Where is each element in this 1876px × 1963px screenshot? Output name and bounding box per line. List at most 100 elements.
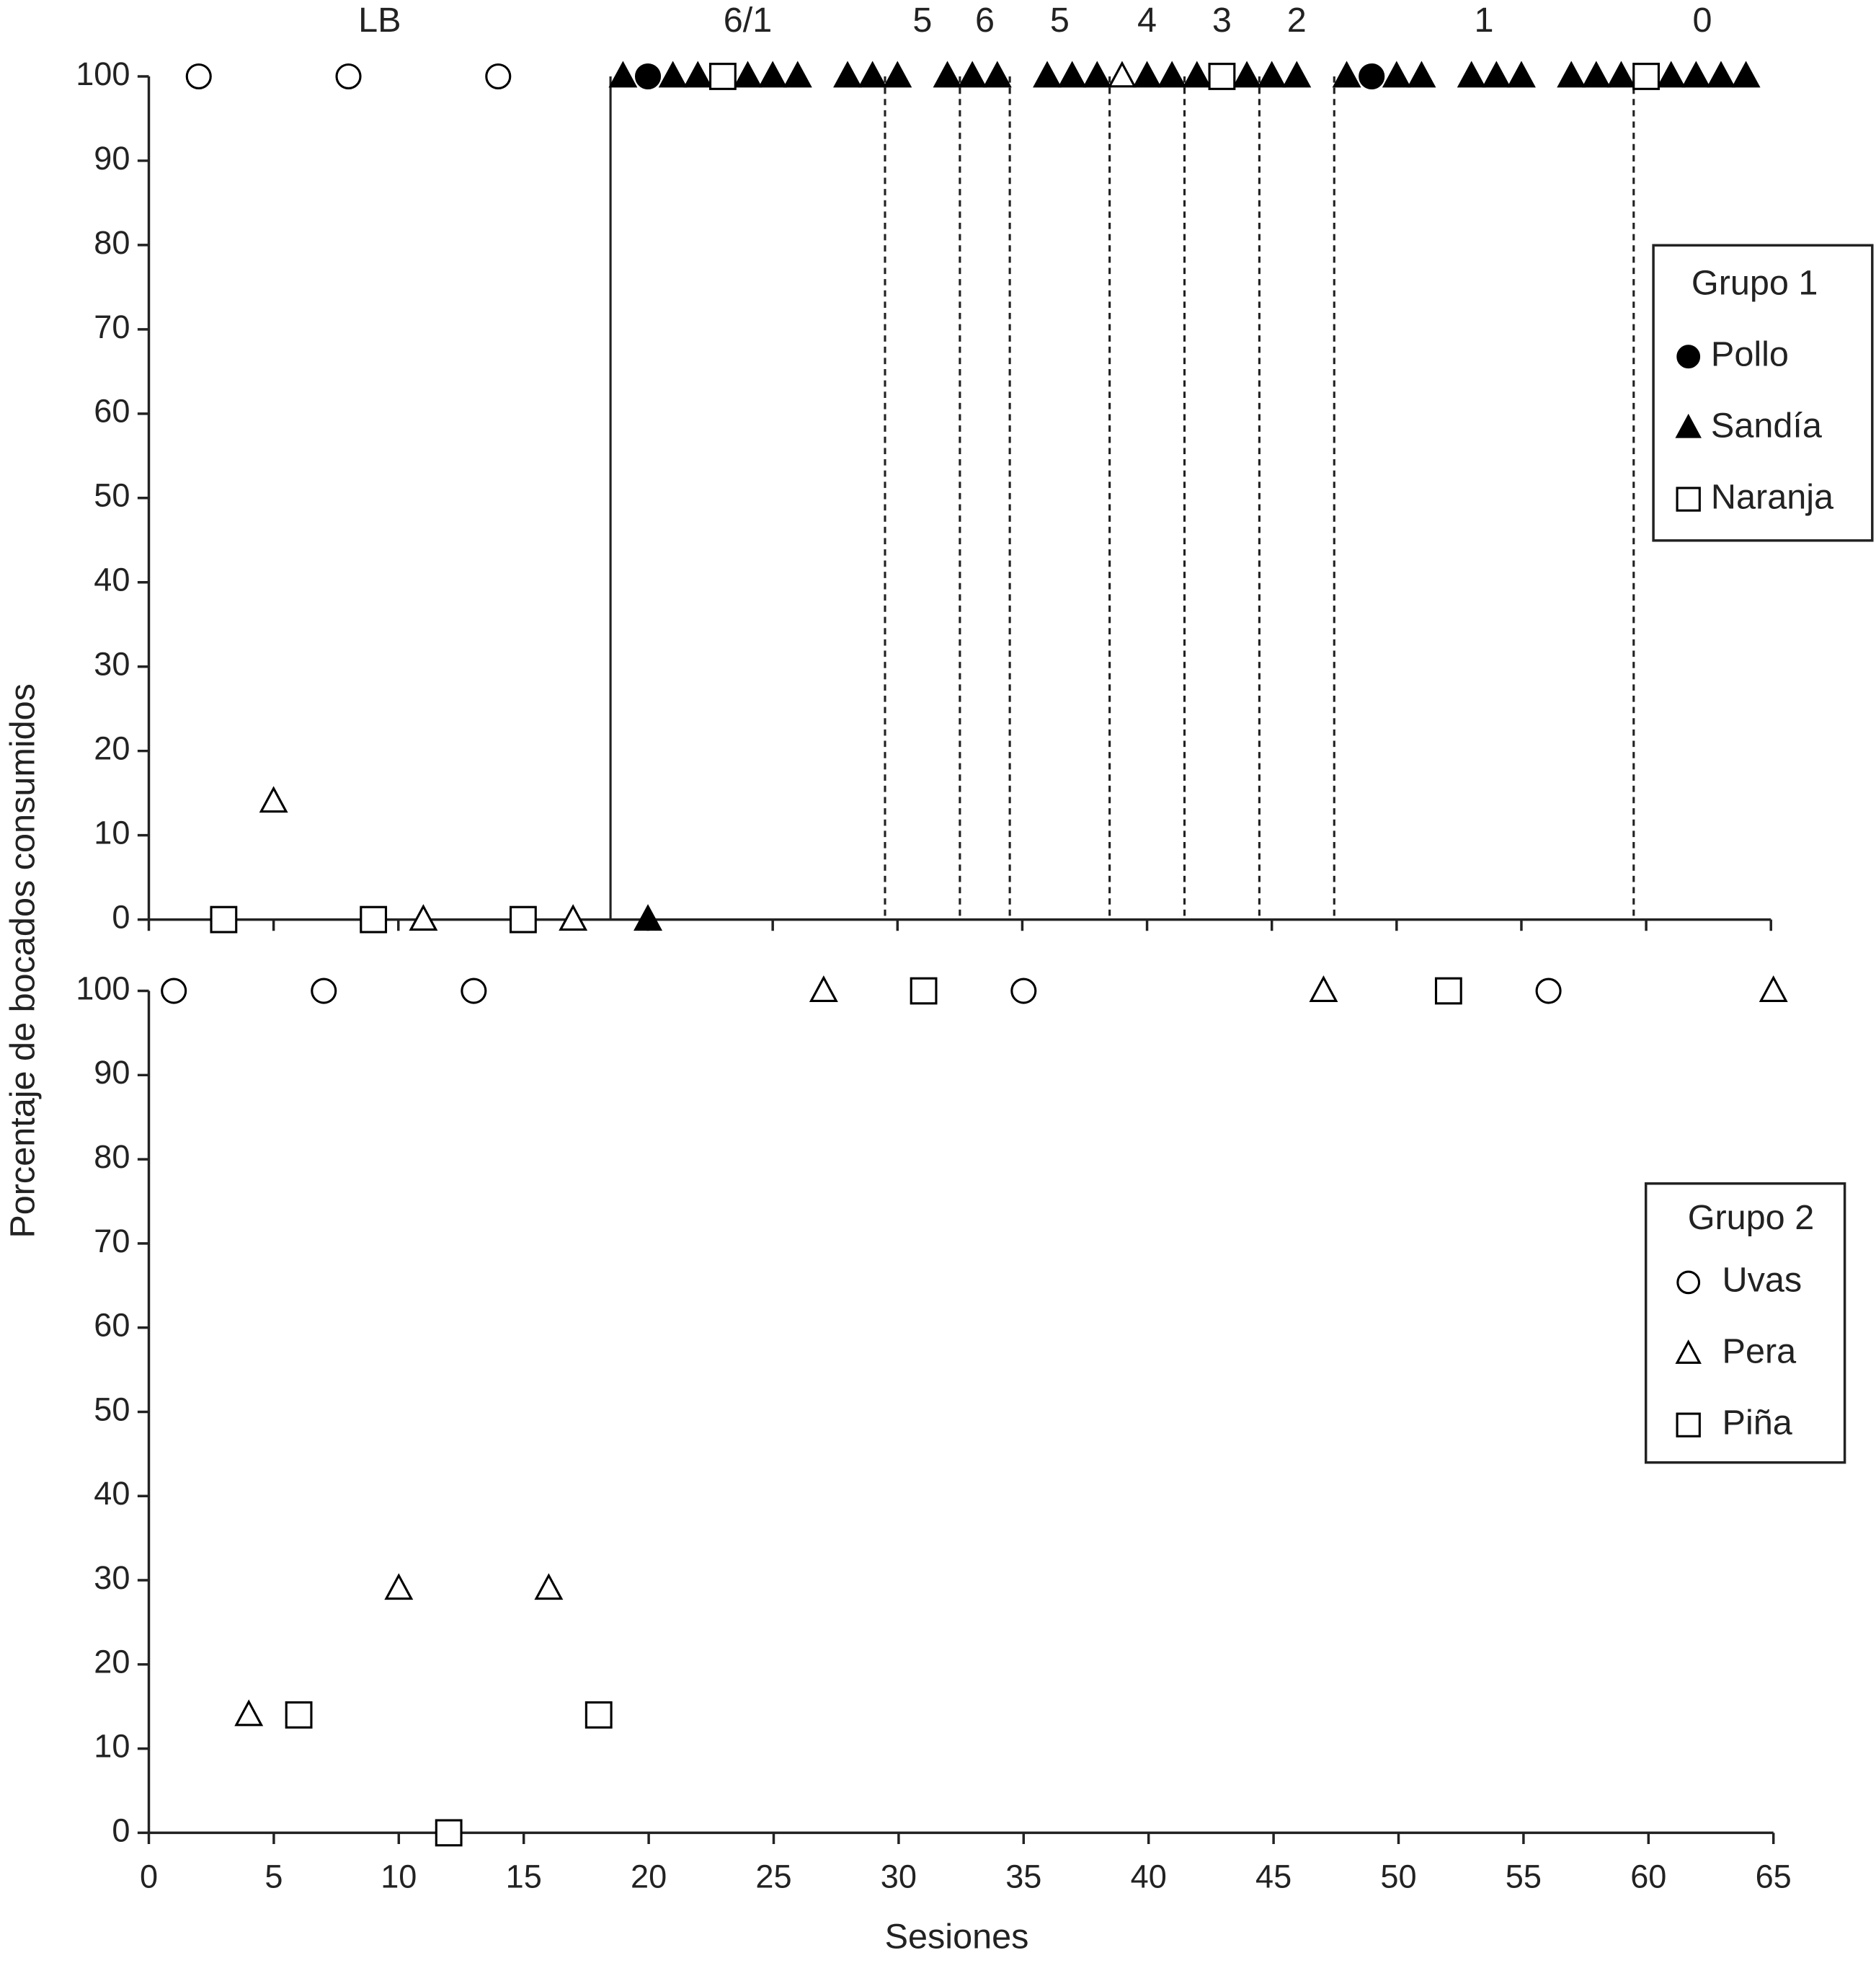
data-point [311,978,337,1004]
x-tick-label: 55 [1506,1858,1542,1895]
data-point [958,61,987,88]
data-point [1010,978,1037,1004]
phase-label: 5 [1050,1,1070,40]
y-tick-label: 0 [112,899,130,936]
data-point [210,905,238,934]
legend-title: Grupo 2 [1688,1198,1815,1237]
legend-marker [1676,487,1701,512]
phase-label: 6 [975,1,995,40]
y-tick-label: 60 [94,393,130,430]
data-point [1033,61,1062,88]
data-point [1309,975,1338,1002]
data-point [1606,61,1636,88]
y-tick-label: 70 [94,309,130,345]
data-point [758,61,788,88]
data-point [933,61,962,88]
data-point [1208,63,1236,90]
y-tick-label: 0 [112,1812,130,1848]
x-tick-label: 5 [264,1858,283,1895]
y-tick-label: 10 [94,1728,130,1765]
legend-marker [1676,345,1701,369]
data-point [683,61,713,88]
data-point [783,61,812,88]
data-point [559,904,588,931]
data-point [1759,975,1788,1002]
data-point [634,904,663,931]
data-point [509,905,537,934]
data-point [1282,61,1312,88]
phase-label: 0 [1692,1,1712,40]
data-point [1407,61,1436,88]
phase-label: 3 [1212,1,1232,40]
x-tick-label: 40 [1131,1858,1167,1895]
data-point [1232,61,1262,88]
data-point [360,905,388,934]
data-point [608,61,638,88]
data-point [384,1573,414,1600]
data-point [1535,978,1562,1004]
phase-label: 5 [912,1,932,40]
y-tick-label: 20 [94,730,130,767]
legend-label: Sandía [1711,406,1823,445]
y-axis-title: Porcentaje de bocados consumidos [4,683,43,1238]
x-tick-label: 30 [881,1858,917,1895]
x-tick-label: 20 [631,1858,667,1895]
legend-label: Piña [1722,1404,1793,1443]
y-tick-label: 20 [94,1644,130,1680]
y-tick-label: 80 [94,1138,130,1175]
phase-label: 1 [1475,1,1494,40]
y-tick-label: 50 [94,1391,130,1427]
data-point [634,63,662,90]
data-point [833,61,863,88]
legend-marker [1675,413,1702,438]
data-point [1707,61,1735,88]
data-point [733,61,763,88]
phase-label: 6/1 [724,1,773,40]
data-point [259,786,288,813]
y-tick-label: 40 [94,562,130,598]
x-axis-title: Sesiones [885,1918,1029,1957]
data-point [1457,61,1486,88]
data-point [1157,61,1187,88]
y-tick-label: 50 [94,477,130,514]
x-tick-label: 0 [140,1858,158,1895]
data-point [1057,61,1087,88]
data-point [584,1701,613,1729]
phase-label: 4 [1137,1,1157,40]
data-point [982,61,1012,88]
y-tick-label: 100 [76,56,130,92]
data-point [1731,61,1761,88]
data-point [234,1699,264,1727]
data-point [1506,61,1536,88]
data-point [883,61,912,88]
y-tick-label: 30 [94,1559,130,1596]
legend-label: Naranja [1711,477,1834,516]
y-tick-label: 10 [94,815,130,851]
data-point [809,975,838,1002]
data-point [485,63,512,90]
legend-title: Grupo 1 [1691,264,1818,303]
x-tick-label: 35 [1005,1858,1041,1895]
data-point [409,904,438,931]
data-point [1434,977,1462,1005]
y-tick-label: 40 [94,1475,130,1512]
data-point [534,1573,564,1600]
y-tick-label: 60 [94,1307,130,1344]
data-point [435,1819,463,1847]
data-point [285,1701,313,1729]
data-point [709,63,737,90]
legend-marker [1676,1270,1701,1295]
y-tick-label: 100 [76,970,130,1006]
x-tick-label: 45 [1255,1858,1292,1895]
y-tick-label: 80 [94,224,130,261]
data-point [1482,61,1511,88]
data-point [1359,63,1385,90]
phase-label: 2 [1287,1,1307,40]
legend-marker [1675,1339,1702,1364]
x-tick-label: 10 [381,1858,417,1895]
x-tick-label: 25 [755,1858,791,1895]
data-point [1257,61,1286,88]
legend-marker [1676,1412,1701,1437]
